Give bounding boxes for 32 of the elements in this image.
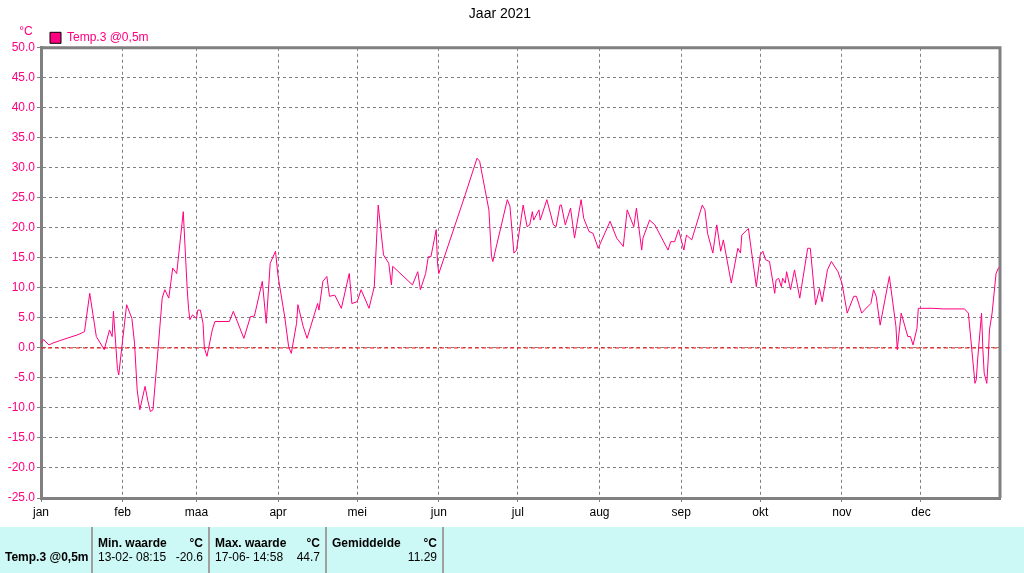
legend-label: Temp.3 @0,5m — [67, 30, 149, 45]
y-tick-label: 15.0 — [11, 250, 36, 265]
y-tick-label: -15.0 — [7, 430, 36, 445]
y-tick-label: 20.0 — [11, 220, 36, 235]
y-axis-title: °C — [19, 24, 34, 39]
x-tick-label: feb — [114, 504, 132, 519]
y-tick-label: 0.0 — [18, 340, 36, 355]
y-tick-label: 50.0 — [11, 40, 36, 55]
x-tick-label: nov — [832, 504, 852, 519]
x-tick-label: jul — [510, 504, 524, 519]
x-tick-label: jun — [429, 504, 447, 519]
y-tick-label: -10.0 — [7, 400, 36, 415]
x-tick-label: sep — [671, 504, 692, 519]
y-tick-label: 5.0 — [18, 310, 36, 325]
y-tick-label: -25.0 — [7, 490, 36, 505]
chart-title: Jaar 2021 — [468, 5, 532, 22]
x-tick-label: jan — [31, 504, 50, 519]
y-tick-label: -20.0 — [7, 460, 36, 475]
x-tick-label: okt — [752, 504, 769, 519]
y-tick-label: 10.0 — [11, 280, 36, 295]
x-tick-label: dec — [911, 504, 931, 519]
x-tick-label: apr — [269, 504, 287, 519]
y-tick-label: 35.0 — [11, 130, 36, 145]
y-tick-label: 40.0 — [11, 100, 36, 115]
y-tick-label: 30.0 — [11, 160, 36, 175]
y-tick-label: 25.0 — [11, 190, 36, 205]
y-tick-label: 45.0 — [11, 70, 36, 85]
summary-table: Temp.3 @0,5m Min. waarde °C 13-02- 08:15 -20.6 Max. waarde °C 17-06- 14:58 44.7 Gemiddelde °C 11.29 — [0, 527, 1024, 573]
x-tick-label: mei — [347, 504, 367, 519]
y-tick-label: -5.0 — [14, 370, 36, 385]
x-tick-label: aug — [589, 504, 610, 519]
x-tick-label: maa — [184, 504, 209, 519]
